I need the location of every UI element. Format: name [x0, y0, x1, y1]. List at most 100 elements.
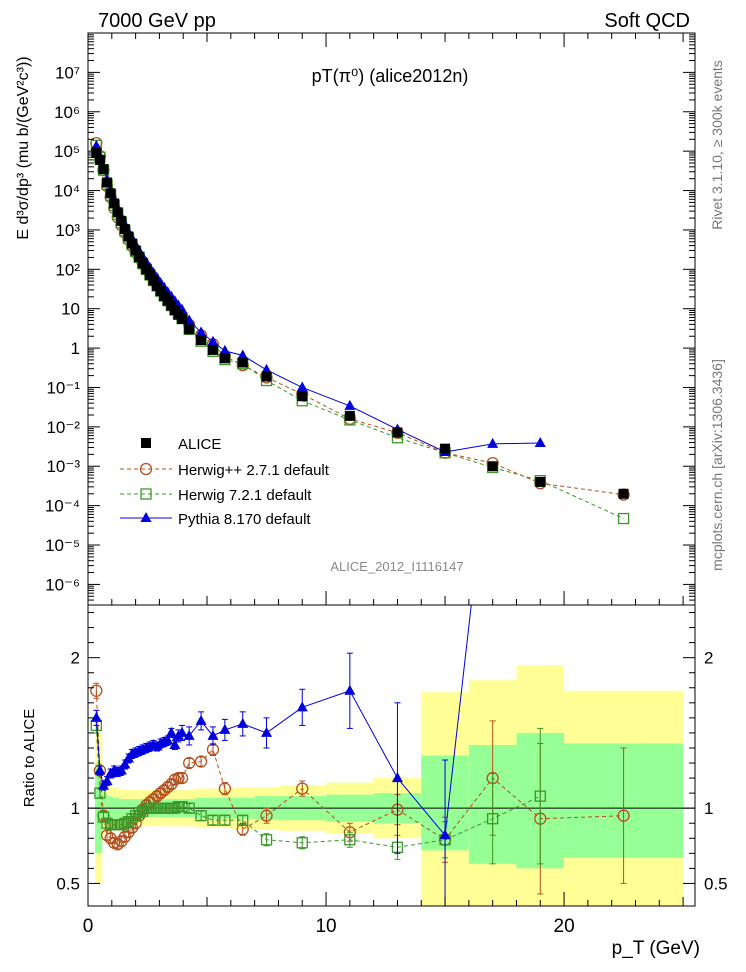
main-point-alice: [98, 164, 109, 175]
main-point-alice: [196, 335, 207, 346]
main-point-alice: [237, 357, 248, 368]
ratio-point-pythia-8-170-default: [296, 701, 308, 712]
ratio-point-pythia-8-170-default: [176, 726, 188, 737]
ratio-point-herwig-7-2-1-default: [169, 802, 181, 814]
main-point-pythia-8-170-default: [237, 349, 249, 360]
ratio-point-pythia-8-170-default: [169, 738, 181, 749]
main-point-herwig-7-2-1-default: [617, 512, 630, 525]
y-tick-label: 10³: [55, 221, 80, 240]
main-point-alice: [261, 371, 272, 382]
ratio-point-pythia-8-170-default: [165, 726, 177, 737]
ratio-line-herwig-2-7-1-default: [95, 690, 624, 845]
y-tick-label: 10⁻⁴: [45, 497, 80, 516]
main-point-alice: [119, 224, 130, 235]
main-point-alice: [102, 177, 113, 188]
ratio-point-herwig-7-2-1-default: [534, 790, 546, 802]
ratio-point-herwig-7-2-1-default: [126, 813, 138, 825]
ratio-point-herwig-7-2-1-default: [137, 805, 149, 817]
ratio-point-herwig-2-7-1-default: [260, 809, 273, 822]
ratio-point-pythia-8-170-default: [119, 758, 131, 769]
main-point-alice: [148, 275, 159, 286]
legend-label-herwig-7-2-1-default: Herwig 7.2.1 default: [178, 487, 312, 504]
legend-label-alice: ALICE: [178, 436, 221, 453]
x-axis-title: p_T (GeV): [612, 938, 700, 959]
ratio-point-herwig-2-7-1-default: [194, 755, 208, 768]
ratio-tick-label-left: 0.5: [56, 874, 80, 893]
main-point-pythia-8-170-default: [219, 344, 231, 355]
header-right-label: Soft QCD: [604, 10, 690, 32]
plot-frames: [87, 32, 696, 907]
main-point-alice: [141, 264, 152, 275]
x-tick-label: 10: [315, 916, 336, 937]
y-axis-title-ratio: Ratio to ALICE: [21, 709, 38, 807]
y-tick-label: 10: [61, 300, 80, 319]
y-tick-label: 1: [71, 339, 80, 358]
ratio-point-herwig-7-2-1-default: [122, 816, 135, 828]
ratio-point-herwig-7-2-1-default: [97, 811, 110, 823]
ratio-frame: [87, 604, 696, 907]
main-point-pythia-8-170-default: [534, 436, 546, 447]
y-tick-label: 10⁻¹: [46, 378, 80, 397]
main-point-alice: [94, 154, 105, 165]
ratio-point-pythia-8-170-default: [219, 723, 231, 734]
ratio-point-herwig-2-7-1-default: [617, 809, 630, 822]
ratio-point-herwig-2-7-1-default: [161, 780, 174, 794]
y-tick-label: 10⁻⁶: [45, 575, 80, 594]
ratio-point-herwig-7-2-1-default: [115, 819, 127, 831]
y-tick-label: 10⁴: [54, 182, 80, 201]
ratio-point-pythia-8-170-default: [94, 764, 106, 775]
ratio-point-herwig-7-2-1-default: [176, 801, 188, 813]
y-tick-label: 10⁶: [54, 103, 80, 122]
y-tick-label: 10⁻³: [46, 457, 80, 476]
main-point-alice: [137, 258, 148, 269]
ratio-point-pythia-8-170-default: [162, 734, 174, 745]
header-left-label: 7000 GeV pp: [98, 10, 216, 32]
main-point-pythia-8-170-default: [296, 381, 308, 392]
ratio-point-pythia-8-170-default: [90, 711, 102, 722]
main-point-alice: [123, 231, 134, 242]
y-tick-label: 10⁵: [54, 142, 80, 161]
ratio-panel-bands: [95, 665, 684, 906]
legend-label-herwig-2-7-1-default: Herwig++ 2.7.1 default: [178, 462, 330, 479]
ratio-point-herwig-2-7-1-default: [111, 838, 124, 851]
ratio-point-herwig-2-7-1-default: [154, 786, 167, 800]
ratio-tick-label-right: 1: [704, 799, 713, 818]
main-point-alice: [116, 215, 127, 226]
axis-ticks: [87, 33, 695, 906]
ratio-point-herwig-2-7-1-default: [296, 782, 309, 795]
main-point-alice: [184, 324, 195, 335]
main-point-pythia-8-170-default: [207, 335, 219, 346]
plot-title: pT(π⁰) (alice2012n): [312, 66, 469, 86]
tick-labels: 10⁻⁶ 10⁻⁵ 10⁻⁴ 10⁻³ 10⁻² 10⁻¹ 1 10 10² 10³ 10⁴ 10⁵ 1…: [45, 63, 728, 937]
y-axis-title-main: E d³σ/dp³ (mu b/(GeV²c³)): [15, 56, 32, 239]
main-point-alice: [130, 245, 141, 256]
ratio-point-herwig-7-2-1-default: [487, 813, 499, 825]
legend-marker-herwig-2-7-1-default: [139, 462, 153, 476]
main-point-pythia-8-170-default: [261, 363, 273, 374]
ratio-point-pythia-8-170-default: [261, 726, 273, 737]
y-tick-label: 10²: [55, 260, 80, 279]
ratio-point-pythia-8-170-default: [195, 714, 207, 725]
main-point-pythia-8-170-default: [344, 399, 356, 410]
legend-marker-pythia-8-170-default: [140, 512, 152, 522]
ratio-tick-label-right: 0.5: [704, 874, 728, 893]
main-point-alice: [440, 443, 451, 454]
main-point-alice: [105, 188, 116, 199]
main-point-alice: [219, 353, 230, 364]
main-point-alice: [127, 238, 138, 249]
ratio-point-pythia-8-170-default: [101, 775, 113, 786]
main-point-alice: [134, 252, 145, 263]
y-tick-label: 10⁷: [55, 63, 80, 82]
main-point-alice: [152, 280, 163, 291]
side-mcplots-label: mcplots.cern.ch [arXiv:1306.3436]: [709, 359, 725, 571]
y-tick-label: 10⁻²: [46, 418, 80, 437]
main-point-alice: [344, 410, 355, 421]
legend-marker-alice: [141, 438, 151, 448]
ratio-point-herwig-7-2-1-default: [260, 834, 273, 846]
ratio-point-herwig-2-7-1-default: [172, 771, 185, 785]
watermark: ALICE_2012_I1116147: [330, 559, 463, 574]
y-tick-label: 10⁻⁵: [45, 536, 80, 555]
ratio-point-pythia-8-170-default: [439, 829, 451, 840]
ratio-point-herwig-2-7-1-default: [158, 783, 171, 797]
main-point-alice: [91, 147, 102, 158]
